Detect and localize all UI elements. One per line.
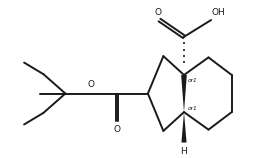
Polygon shape — [181, 75, 187, 112]
Text: O: O — [88, 80, 95, 89]
Text: or1: or1 — [188, 106, 198, 111]
Text: or1: or1 — [188, 78, 198, 83]
Polygon shape — [181, 112, 187, 143]
Text: H: H — [181, 147, 187, 156]
Text: O: O — [113, 125, 120, 134]
Text: O: O — [155, 8, 162, 17]
Text: OH: OH — [211, 8, 225, 17]
